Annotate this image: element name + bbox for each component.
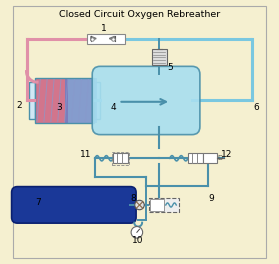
Text: 1: 1	[101, 24, 107, 33]
Text: 2: 2	[16, 101, 22, 110]
Polygon shape	[91, 36, 96, 41]
Text: 11: 11	[80, 150, 92, 159]
Circle shape	[131, 227, 143, 238]
Text: 7: 7	[35, 199, 41, 208]
Circle shape	[135, 200, 144, 210]
Bar	[152, 49, 167, 65]
Bar	[150, 199, 164, 211]
Text: 8: 8	[131, 195, 137, 204]
Text: 4: 4	[110, 102, 116, 112]
FancyBboxPatch shape	[12, 187, 136, 223]
Text: 3: 3	[57, 102, 62, 112]
Text: 10: 10	[133, 237, 144, 246]
Bar	[149, 198, 179, 212]
Text: 9: 9	[209, 195, 215, 204]
Bar	[94, 82, 100, 119]
Bar	[203, 153, 217, 163]
Text: Closed Circuit Oxygen Rebreather: Closed Circuit Oxygen Rebreather	[59, 10, 220, 19]
FancyBboxPatch shape	[13, 6, 266, 258]
Bar	[35, 78, 68, 123]
Bar	[29, 82, 35, 119]
Text: 12: 12	[220, 150, 232, 159]
Bar	[65, 78, 97, 123]
Text: 5: 5	[167, 63, 173, 72]
Bar	[35, 78, 94, 123]
FancyBboxPatch shape	[92, 66, 200, 135]
Text: 6: 6	[254, 102, 259, 112]
Polygon shape	[109, 36, 115, 41]
Bar	[188, 153, 203, 163]
Bar	[113, 153, 128, 163]
Bar	[87, 34, 125, 44]
Bar	[112, 152, 129, 164]
Text: D: D	[218, 155, 223, 161]
